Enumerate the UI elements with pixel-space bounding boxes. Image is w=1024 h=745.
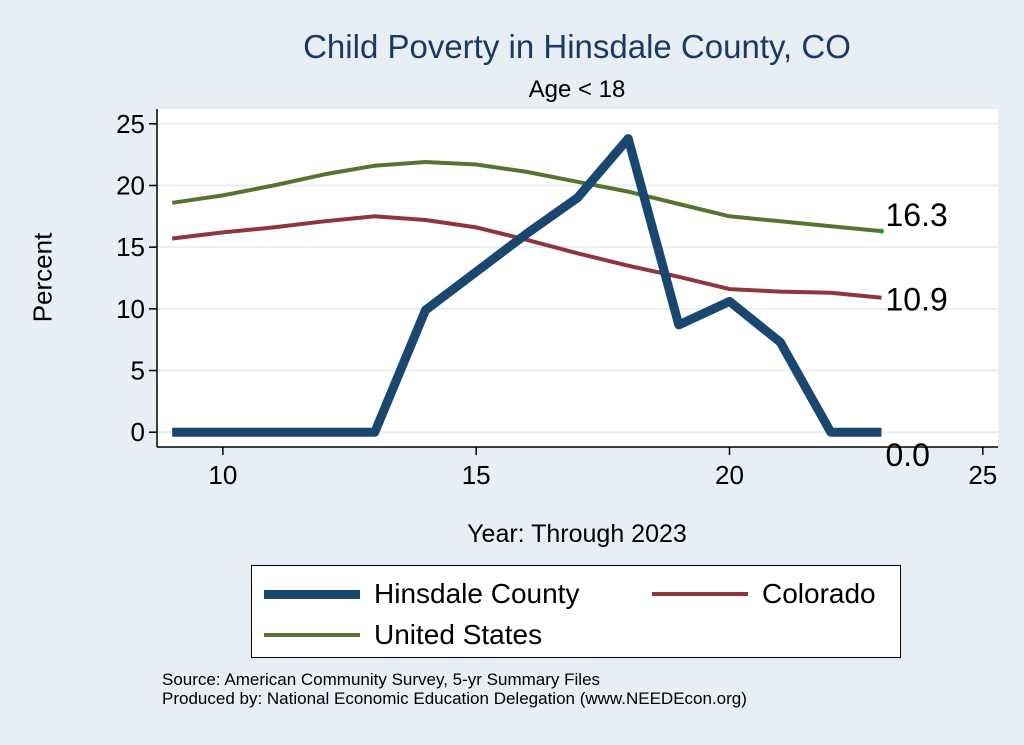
x-tick-label: 10 [208,460,237,490]
end-label-hinsdale: 0.0 [885,437,929,473]
y-tick-label: 5 [131,356,145,386]
source-note: Source: American Community Survey, 5-yr … [162,670,747,708]
end-label-colorado: 10.9 [885,282,947,318]
producer-line: Produced by: National Economic Education… [162,689,747,708]
end-label-us: 16.3 [885,197,947,233]
end-labels: 0.0 10.9 16.3 [885,197,947,473]
y-tick-label: 10 [116,294,145,324]
axes: 0 5 10 15 20 25 10 15 20 25 [116,109,998,490]
chart-subtitle: Age < 18 [528,76,626,103]
legend-swatch-hinsdale [264,589,360,599]
series-colorado-line [171,214,882,300]
series-hinsdale-line [172,134,882,437]
legend-item-us: United States [264,619,542,651]
source-line: Source: American Community Survey, 5-yr … [162,670,601,689]
x-tick-label: 25 [968,460,997,490]
y-axis-label: Percent [27,232,58,323]
y-tick-label: 20 [116,170,145,200]
legend-label-colorado: Colorado [762,578,876,609]
legend-label-hinsdale: Hinsdale County [374,578,580,609]
legend-item-hinsdale: Hinsdale County [264,578,579,610]
y-tick-label: 25 [116,109,145,139]
us-end-marker [878,228,884,234]
plot-area [157,109,998,447]
legend: Hinsdale County Colorado United States [251,565,901,658]
x-tick-label: 15 [462,460,491,490]
series-layer [171,134,884,437]
legend-label-us: United States [374,619,543,650]
chart-title: Child Poverty in Hinsdale County, CO [303,28,851,65]
x-axis-label: Year: Through 2023 [467,520,687,548]
x-tick-label: 20 [715,460,744,490]
legend-item-colorado: Colorado [652,578,876,610]
series-us-line [171,160,882,234]
y-tick-label: 15 [116,232,145,262]
y-tick-label: 0 [131,417,145,447]
legend-swatch-colorado [652,592,748,596]
legend-swatch-us [264,633,360,637]
